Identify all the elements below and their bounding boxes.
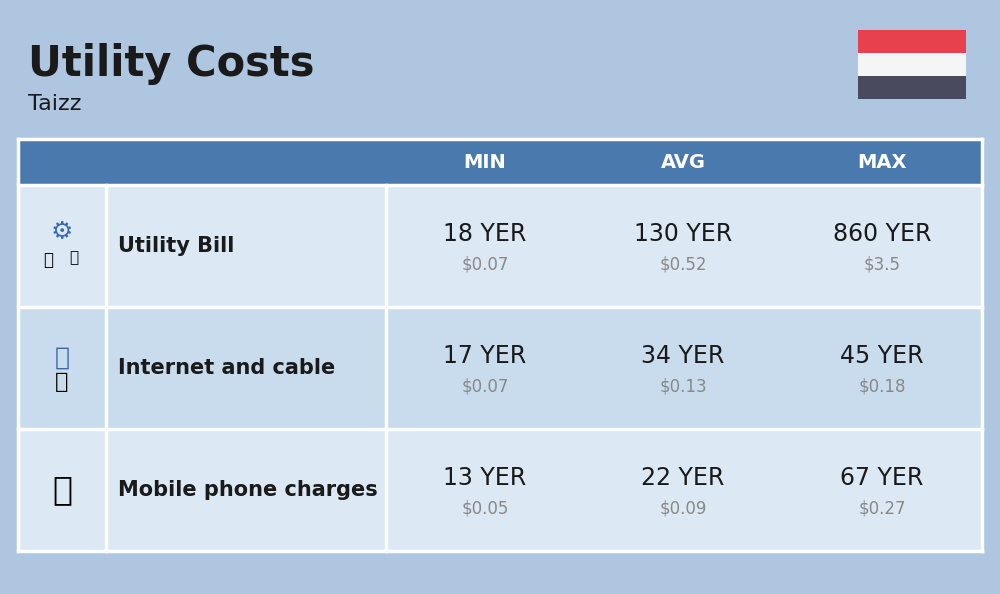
Text: 860 YER: 860 YER <box>833 222 931 246</box>
Text: 🔌: 🔌 <box>43 251 53 269</box>
Text: $0.05: $0.05 <box>461 499 509 517</box>
Text: $0.52: $0.52 <box>659 255 707 273</box>
Text: AVG: AVG <box>660 153 706 172</box>
Text: 🖥: 🖥 <box>55 372 69 392</box>
Text: $0.18: $0.18 <box>858 377 906 395</box>
Text: Utility Bill: Utility Bill <box>118 236 234 256</box>
Text: 34 YER: 34 YER <box>641 344 725 368</box>
Text: Utility Costs: Utility Costs <box>28 43 314 85</box>
FancyBboxPatch shape <box>18 307 982 429</box>
Text: 22 YER: 22 YER <box>641 466 725 490</box>
Text: 45 YER: 45 YER <box>840 344 924 368</box>
FancyBboxPatch shape <box>858 53 966 76</box>
Text: 18 YER: 18 YER <box>443 222 527 246</box>
FancyBboxPatch shape <box>858 30 966 53</box>
Text: $0.09: $0.09 <box>659 499 707 517</box>
Text: ⚙: ⚙ <box>51 220 73 244</box>
FancyBboxPatch shape <box>18 429 982 551</box>
Text: 130 YER: 130 YER <box>634 222 732 246</box>
Text: 📶: 📶 <box>54 346 70 370</box>
Text: MIN: MIN <box>464 153 506 172</box>
Text: $0.13: $0.13 <box>659 377 707 395</box>
Text: Taizz: Taizz <box>28 94 82 114</box>
Text: $0.07: $0.07 <box>461 255 509 273</box>
Text: 💧: 💧 <box>69 251 79 266</box>
Text: Internet and cable: Internet and cable <box>118 358 335 378</box>
FancyBboxPatch shape <box>18 139 982 185</box>
Text: 17 YER: 17 YER <box>443 344 527 368</box>
FancyBboxPatch shape <box>858 76 966 99</box>
Text: $3.5: $3.5 <box>864 255 900 273</box>
FancyBboxPatch shape <box>18 185 982 307</box>
Text: $0.27: $0.27 <box>858 499 906 517</box>
Text: $0.07: $0.07 <box>461 377 509 395</box>
Text: MAX: MAX <box>857 153 907 172</box>
Text: 13 YER: 13 YER <box>443 466 527 490</box>
Text: 📱: 📱 <box>52 473 72 507</box>
Text: 67 YER: 67 YER <box>840 466 924 490</box>
Text: Mobile phone charges: Mobile phone charges <box>118 480 378 500</box>
